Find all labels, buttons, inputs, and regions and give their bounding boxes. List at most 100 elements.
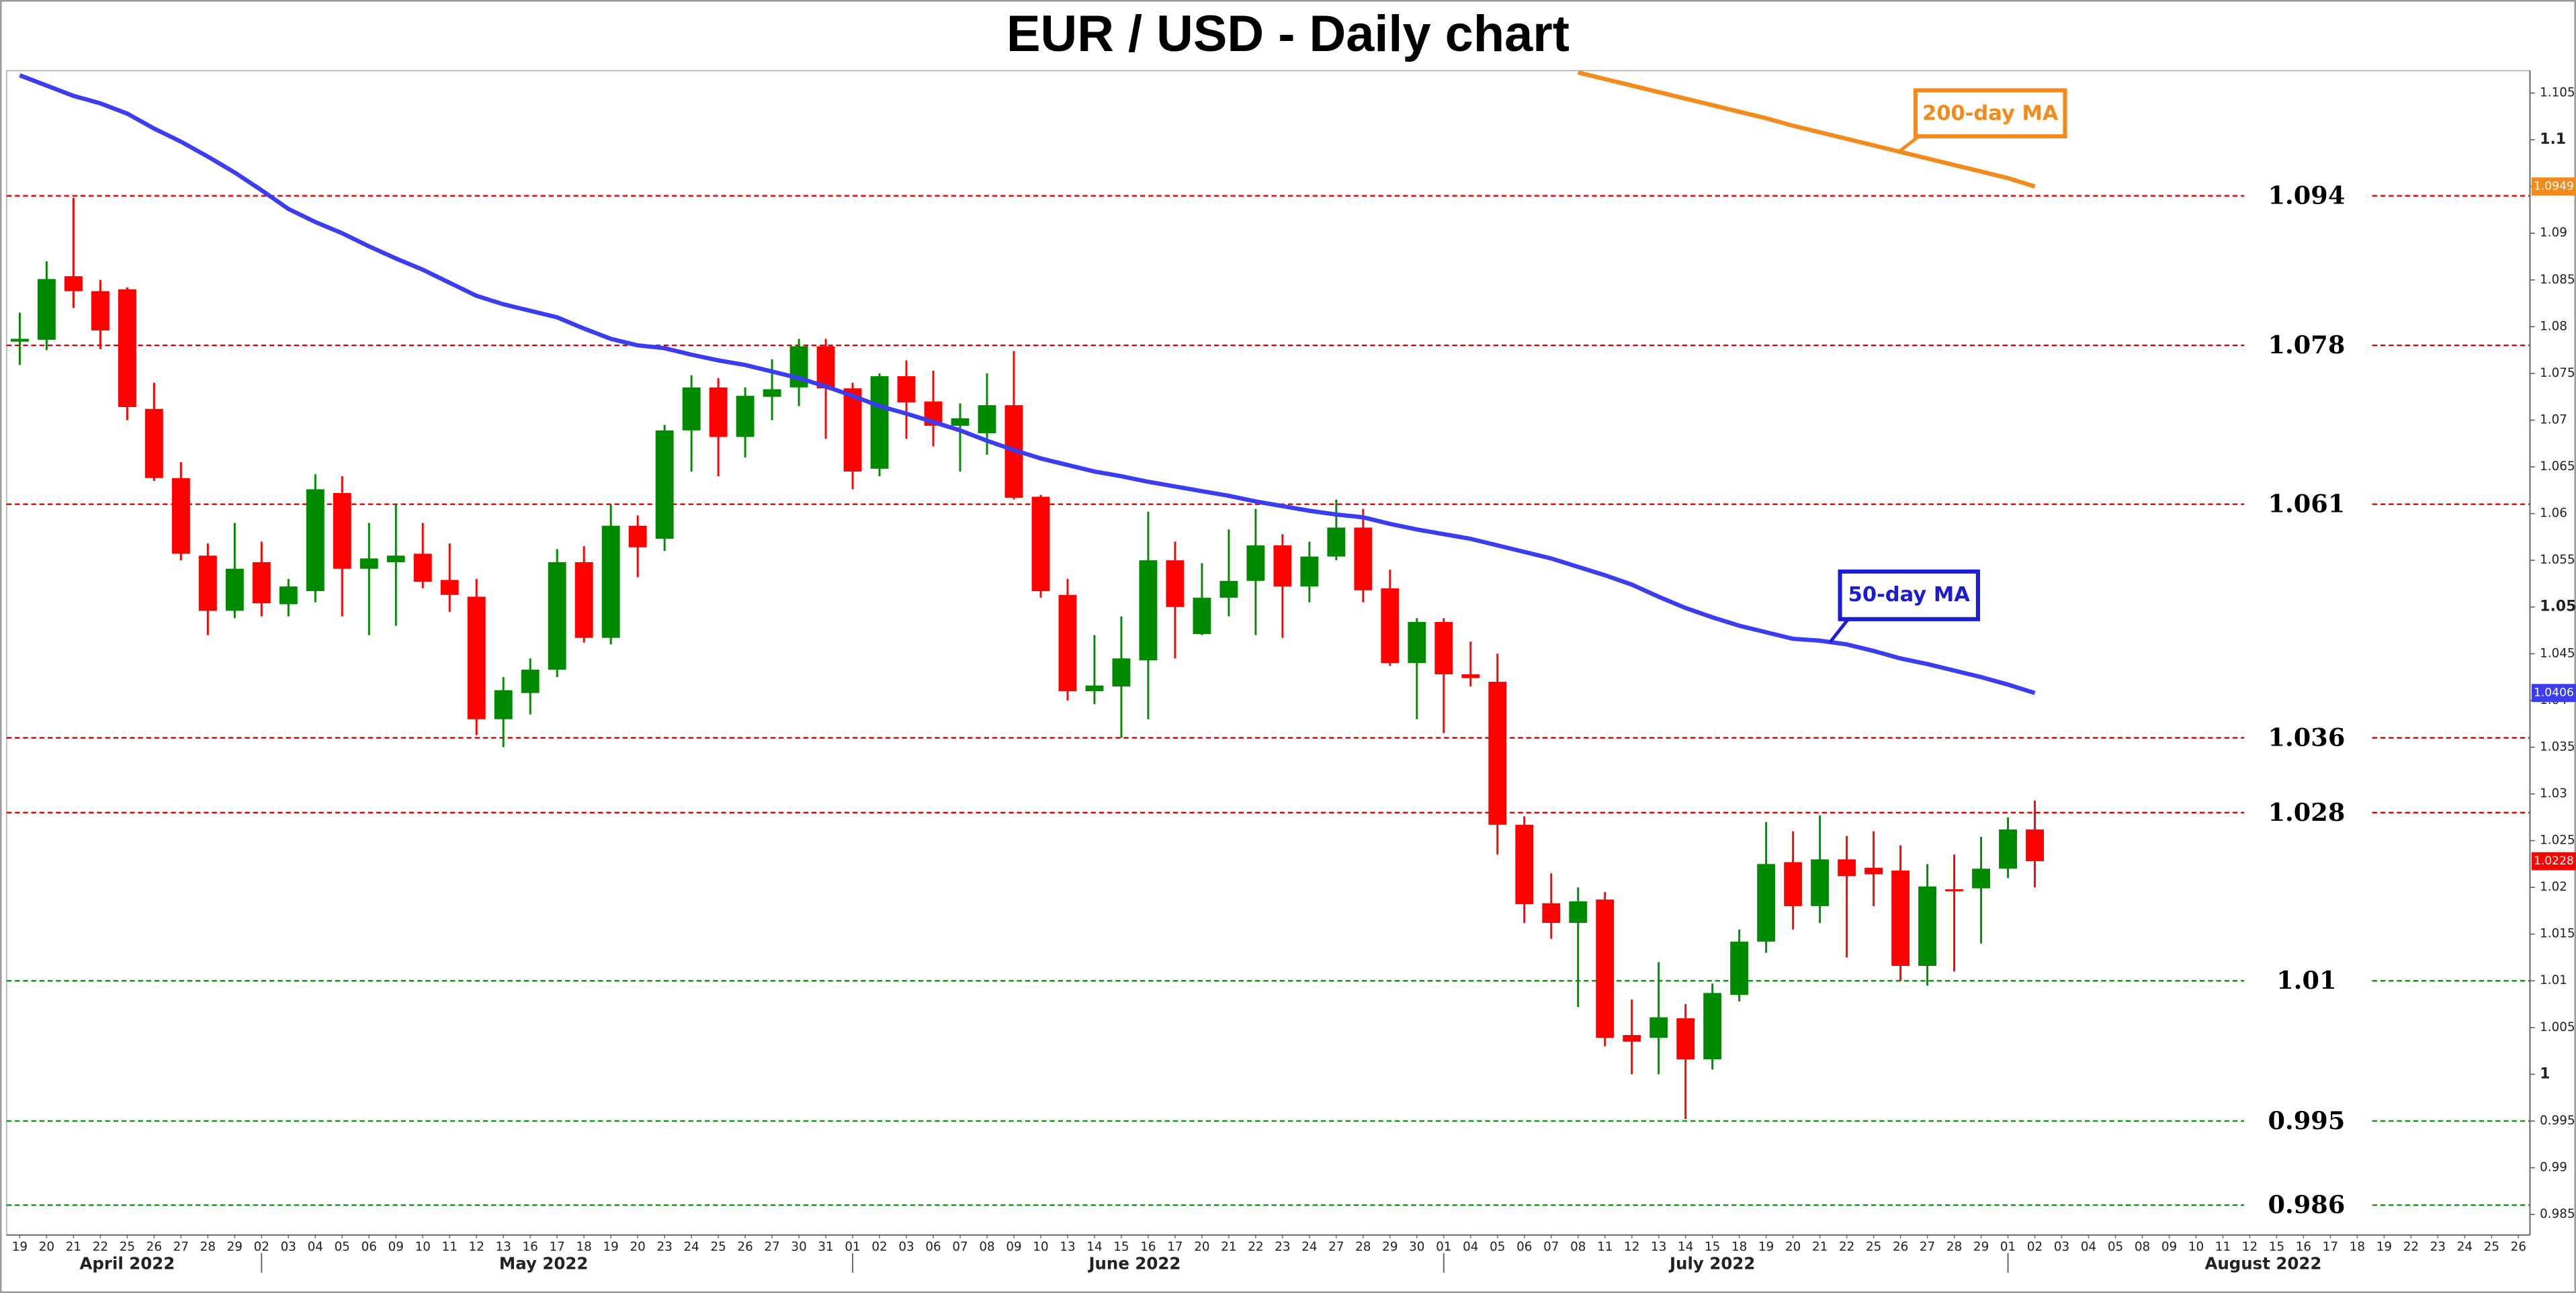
candle-body: [897, 376, 916, 403]
x-tick-label: 12: [2242, 1240, 2258, 1254]
candle-body: [1515, 824, 1534, 905]
x-tick-label: 30: [1409, 1240, 1424, 1254]
x-tick-label: 14: [1086, 1240, 1102, 1254]
month-label: June 2022: [1087, 1254, 1180, 1274]
x-tick-label: 18: [2350, 1240, 2365, 1254]
candle-body: [1139, 560, 1158, 661]
x-tick-label: 07: [1543, 1240, 1559, 1254]
candle-body: [10, 339, 29, 342]
candle-body: [1972, 868, 1991, 889]
level-label: 1.078: [2268, 330, 2346, 359]
candle-body: [198, 555, 217, 611]
candle-body: [1596, 899, 1615, 1038]
candle-body: [1864, 867, 1883, 875]
candle-body: [413, 553, 432, 582]
y-tick-label: 1.045: [2540, 646, 2575, 660]
level-label-bg: [2244, 799, 2369, 826]
price-label: 1.0228: [2534, 854, 2574, 868]
x-tick-label: 24: [1301, 1240, 1317, 1254]
x-tick-label: 27: [1920, 1240, 1935, 1254]
candle-body: [843, 388, 862, 472]
candle-body: [1166, 560, 1185, 607]
x-tick-label: 19: [1758, 1240, 1774, 1254]
candle-body: [1408, 622, 1426, 664]
price-label-bg: [2531, 177, 2576, 196]
candle-body: [1891, 871, 1910, 966]
candle-body: [1488, 682, 1507, 825]
candle-body: [1381, 588, 1400, 664]
x-tick-label: 18: [1731, 1240, 1747, 1254]
x-tick-label: 15: [1705, 1240, 1720, 1254]
x-tick-label: 19: [12, 1240, 28, 1254]
month-label: July 2022: [1668, 1254, 1755, 1274]
candles: [10, 197, 2045, 1120]
x-tick-label: 11: [1597, 1240, 1613, 1254]
candle-body: [763, 389, 781, 397]
candle-body: [359, 558, 378, 569]
level-label-bg: [2244, 1192, 2369, 1218]
candle-body: [1193, 597, 1211, 635]
candle-body: [225, 568, 244, 611]
candle-body: [1434, 622, 1453, 674]
x-tick-label: 16: [2296, 1240, 2311, 1254]
candle-body: [252, 562, 271, 604]
x-tick-label: 18: [576, 1240, 592, 1254]
annotation-pointer: [1828, 618, 1850, 643]
candle-body: [574, 562, 593, 638]
x-tick-label: 30: [791, 1240, 806, 1254]
candle-body: [2026, 829, 2045, 862]
candle-body: [333, 493, 351, 569]
annotation-200: 200-day MA: [1896, 88, 2067, 154]
x-tick-label: 20: [630, 1240, 645, 1254]
y-tick-label: 1.08: [2540, 319, 2567, 333]
level-label: 0.995: [2268, 1106, 2346, 1135]
candle-body: [494, 690, 513, 719]
x-tick-label: 05: [2108, 1240, 2123, 1254]
x-tick-label: 06: [925, 1240, 941, 1254]
candle-body: [548, 562, 566, 670]
annotation-pointer: [1896, 135, 1920, 154]
level-label: 1.061: [2268, 490, 2346, 519]
candle-body: [521, 669, 540, 693]
y-tick-label: 0.995: [2540, 1114, 2575, 1128]
level-label-bg: [2244, 967, 2369, 994]
level-label: 1.094: [2268, 181, 2346, 210]
x-tick-label: 15: [2269, 1240, 2284, 1254]
candle-body: [386, 555, 405, 562]
x-tick-label: 17: [2323, 1240, 2338, 1254]
x-tick-label: 04: [308, 1240, 323, 1254]
x-tick-label: 20: [39, 1240, 54, 1254]
x-tick-label: 10: [2188, 1240, 2204, 1254]
y-tick-label: 1.065: [2540, 459, 2575, 474]
x-tick-label: 25: [1866, 1240, 1881, 1254]
level-label: 1.01: [2276, 966, 2336, 995]
x-tick-label: 06: [1516, 1240, 1532, 1254]
x-tick-label: 22: [1839, 1240, 1854, 1254]
candle-body: [1112, 658, 1131, 687]
x-tick-label: 11: [2215, 1240, 2231, 1254]
candle-body: [628, 525, 647, 547]
x-tick-label: 11: [442, 1240, 458, 1254]
x-tick-label: 20: [1194, 1240, 1209, 1254]
level-label-bg: [2244, 183, 2369, 210]
x-tick-label: 26: [737, 1240, 753, 1254]
candle-body: [306, 489, 325, 592]
x-tick-label: 12: [469, 1240, 484, 1254]
x-tick-label: 02: [871, 1240, 887, 1254]
level-label: 1.036: [2268, 723, 2346, 752]
y-tick-label: 1.07: [2540, 412, 2567, 427]
price-label-bg: [2531, 852, 2576, 871]
x-tick-label: 23: [656, 1240, 672, 1254]
x-tick-label: 21: [1221, 1240, 1236, 1254]
x-tick-label: 15: [1113, 1240, 1129, 1254]
y-tick-label: 1.035: [2540, 740, 2575, 754]
candle-body: [1569, 901, 1588, 923]
candle-body: [870, 376, 889, 469]
candle-body: [1246, 545, 1265, 581]
y-tick-label: 1.01: [2540, 973, 2567, 987]
x-tick-label: 09: [2161, 1240, 2177, 1254]
x-tick-label: 23: [1275, 1240, 1290, 1254]
